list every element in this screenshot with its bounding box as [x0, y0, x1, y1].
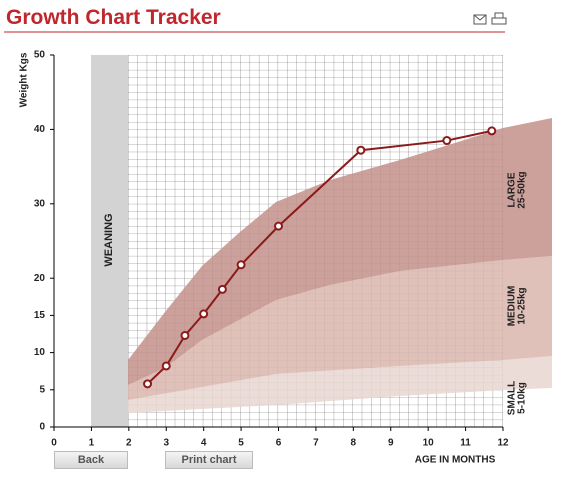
x-tick-label: 0	[51, 438, 57, 449]
y-axis-label: Weight Kgs	[19, 52, 30, 107]
x-tick-label: 5	[238, 438, 244, 449]
data-point	[199, 309, 209, 319]
y-tick-label: 15	[34, 310, 46, 321]
y-tick-label: 0	[39, 422, 45, 433]
data-point	[180, 330, 190, 340]
growth-line	[146, 129, 492, 385]
data-point	[356, 145, 366, 155]
x-tick-label: 6	[276, 438, 282, 449]
data-point	[161, 361, 171, 371]
x-tick-label: 8	[351, 438, 357, 449]
band-range: 10-25kg	[517, 287, 528, 324]
band-large	[128, 118, 552, 385]
band-range: 5-10kg	[517, 382, 528, 414]
x-tick-label: 9	[388, 438, 394, 449]
x-tick-label: 4	[201, 438, 207, 449]
y-tick-label: 10	[34, 347, 46, 358]
band-medium	[128, 256, 552, 400]
y-tick-label: 50	[34, 50, 46, 61]
data-point	[143, 379, 153, 389]
y-tick-label: 20	[34, 273, 46, 284]
print-icon[interactable]	[491, 12, 507, 25]
y-tick-label: 40	[34, 124, 46, 135]
x-tick-label: 3	[163, 438, 169, 449]
x-tick-label: 11	[460, 438, 471, 449]
data-point	[236, 260, 246, 270]
weaning-band	[91, 55, 128, 427]
print-chart-button[interactable]: Print chart	[165, 451, 253, 469]
y-tick-label: 30	[34, 198, 46, 209]
band-name: SMALL	[507, 381, 518, 415]
weaning-label: WEANING	[103, 213, 115, 266]
x-tick-label: 7	[313, 438, 319, 449]
band-labels: LARGE 25-50kg MEDIUM 10-25kg SMALL 5-10k…	[507, 171, 528, 415]
x-tick-label: 1	[89, 438, 95, 449]
mail-icon[interactable]	[473, 14, 487, 25]
data-point	[274, 221, 283, 231]
band-name: LARGE	[507, 172, 518, 207]
data-point	[442, 136, 452, 146]
x-axis-label: AGE IN MONTHS	[415, 455, 496, 466]
band-name: MEDIUM	[507, 286, 518, 327]
back-button[interactable]: Back	[54, 451, 128, 469]
header-title: Growth Chart Tracker	[6, 6, 221, 29]
band-small	[128, 356, 552, 413]
y-tick-label: 5	[39, 384, 45, 395]
band-range: 25-50kg	[517, 171, 528, 208]
x-tick-label: 2	[126, 438, 132, 449]
x-tick-label: 10	[423, 438, 435, 449]
data-point	[487, 126, 497, 136]
data-point	[217, 284, 227, 294]
x-tick-label: 12	[497, 438, 509, 449]
